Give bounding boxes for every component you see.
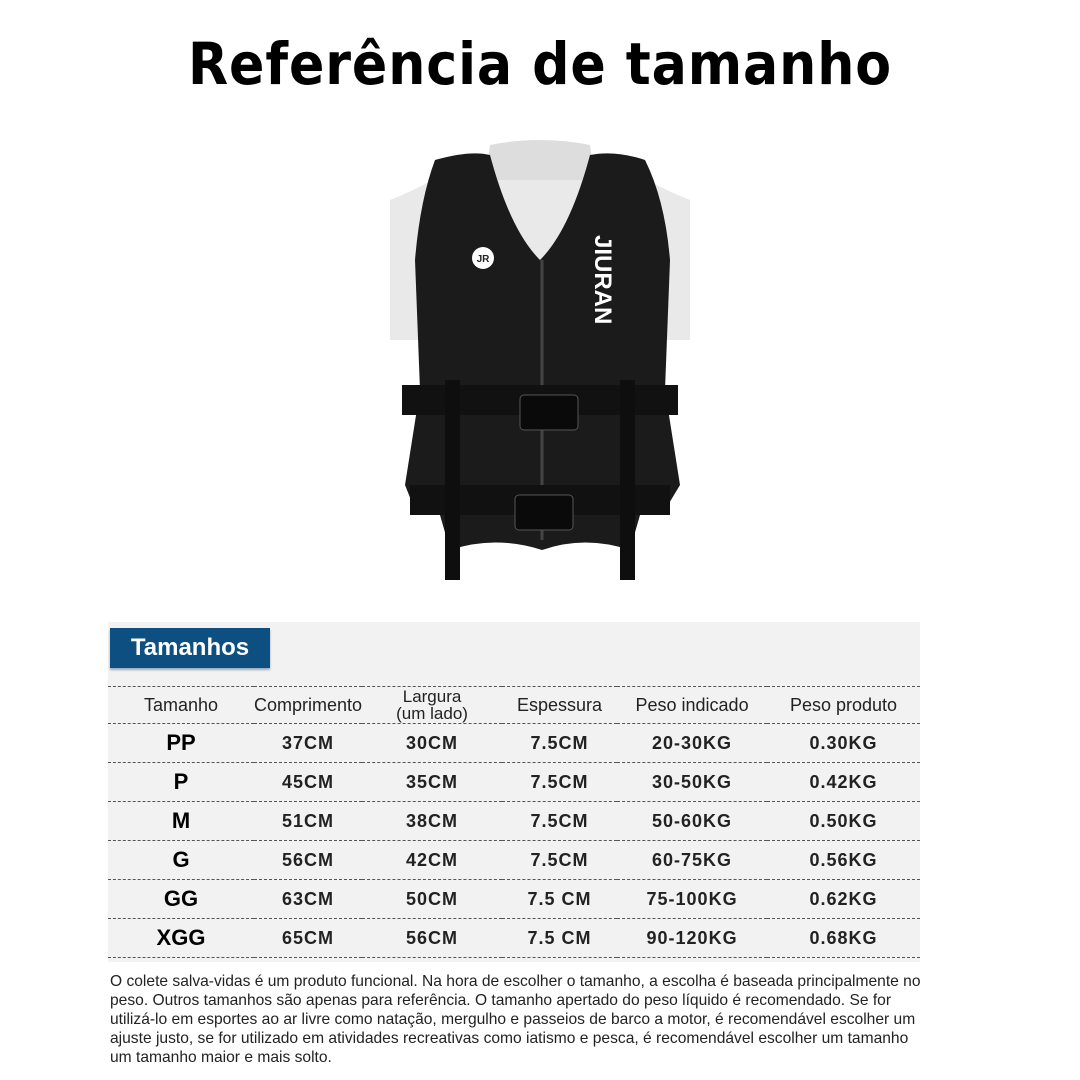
svg-text:JR: JR [477, 254, 491, 265]
table-cell: 7.5CM [502, 723, 618, 763]
col-header: Peso indicado [617, 686, 768, 724]
size-table: Tamanho Comprimento Largura (um lado) Es… [108, 686, 920, 958]
table-cell: 60-75KG [617, 840, 768, 880]
section-badge: Tamanhos [110, 628, 270, 668]
buckle-lower-icon [514, 494, 574, 531]
table-cell: 0.68KG [767, 918, 920, 958]
page-title: Referência de tamanho [187, 30, 893, 98]
size-label: P [108, 762, 254, 802]
table-header-row: Tamanho Comprimento Largura (um lado) Es… [108, 686, 920, 724]
table-cell: 63CM [254, 879, 363, 919]
table-cell: 20-30KG [617, 723, 768, 763]
table-cell: 50-60KG [617, 801, 768, 841]
table-cell: 35CM [362, 762, 503, 802]
table-cell: 56CM [254, 840, 363, 880]
buckle-upper-icon [519, 394, 579, 431]
table-row: P 45CM 35CM 7.5CM 30-50KG 0.42KG [108, 762, 920, 802]
table-cell: 56CM [362, 918, 503, 958]
col-header: Espessura [502, 686, 618, 724]
size-label: M [108, 801, 254, 841]
table-cell: 37CM [254, 723, 363, 763]
table-cell: 7.5CM [502, 840, 618, 880]
col-header: Comprimento [254, 686, 363, 724]
col-header: Tamanho [108, 686, 254, 724]
table-cell: 45CM [254, 762, 363, 802]
size-label: PP [108, 723, 254, 763]
size-label: XGG [108, 918, 254, 958]
mannequin-neck [485, 140, 595, 180]
table-row: M 51CM 38CM 7.5CM 50-60KG 0.50KG [108, 801, 920, 841]
life-vest-image: JR JIURAN [390, 140, 690, 580]
table-cell: 7.5 CM [502, 918, 618, 958]
table-cell: 0.50KG [767, 801, 920, 841]
table-row: G 56CM 42CM 7.5CM 60-75KG 0.56KG [108, 840, 920, 880]
table-cell: 0.56KG [767, 840, 920, 880]
table-cell: 51CM [254, 801, 363, 841]
table-cell: 0.42KG [767, 762, 920, 802]
table-cell: 0.30KG [767, 723, 920, 763]
table-cell: 65CM [254, 918, 363, 958]
size-label: GG [108, 879, 254, 919]
table-cell: 30CM [362, 723, 503, 763]
table-cell: 90-120KG [617, 918, 768, 958]
table-cell: 0.62KG [767, 879, 920, 919]
table-row: XGG 65CM 56CM 7.5 CM 90-120KG 0.68KG [108, 918, 920, 958]
table-cell: 7.5CM [502, 762, 618, 802]
table-cell: 42CM [362, 840, 503, 880]
size-label: G [108, 840, 254, 880]
sizing-note: O colete salva-vidas é um produto funcio… [110, 973, 921, 1066]
col-header: Peso produto [767, 686, 920, 724]
logo-emblem-icon [472, 247, 494, 269]
brand-logo: JIURAN [589, 235, 616, 324]
table-row: GG 63CM 50CM 7.5 CM 75-100KG 0.62KG [108, 879, 920, 919]
table-cell: 30-50KG [617, 762, 768, 802]
col-header: Largura (um lado) [362, 686, 503, 724]
table-row: PP 37CM 30CM 7.5CM 20-30KG 0.30KG [108, 723, 920, 763]
table-cell: 38CM [362, 801, 503, 841]
table-cell: 7.5 CM [502, 879, 618, 919]
table-cell: 7.5CM [502, 801, 618, 841]
table-cell: 50CM [362, 879, 503, 919]
table-cell: 75-100KG [617, 879, 768, 919]
